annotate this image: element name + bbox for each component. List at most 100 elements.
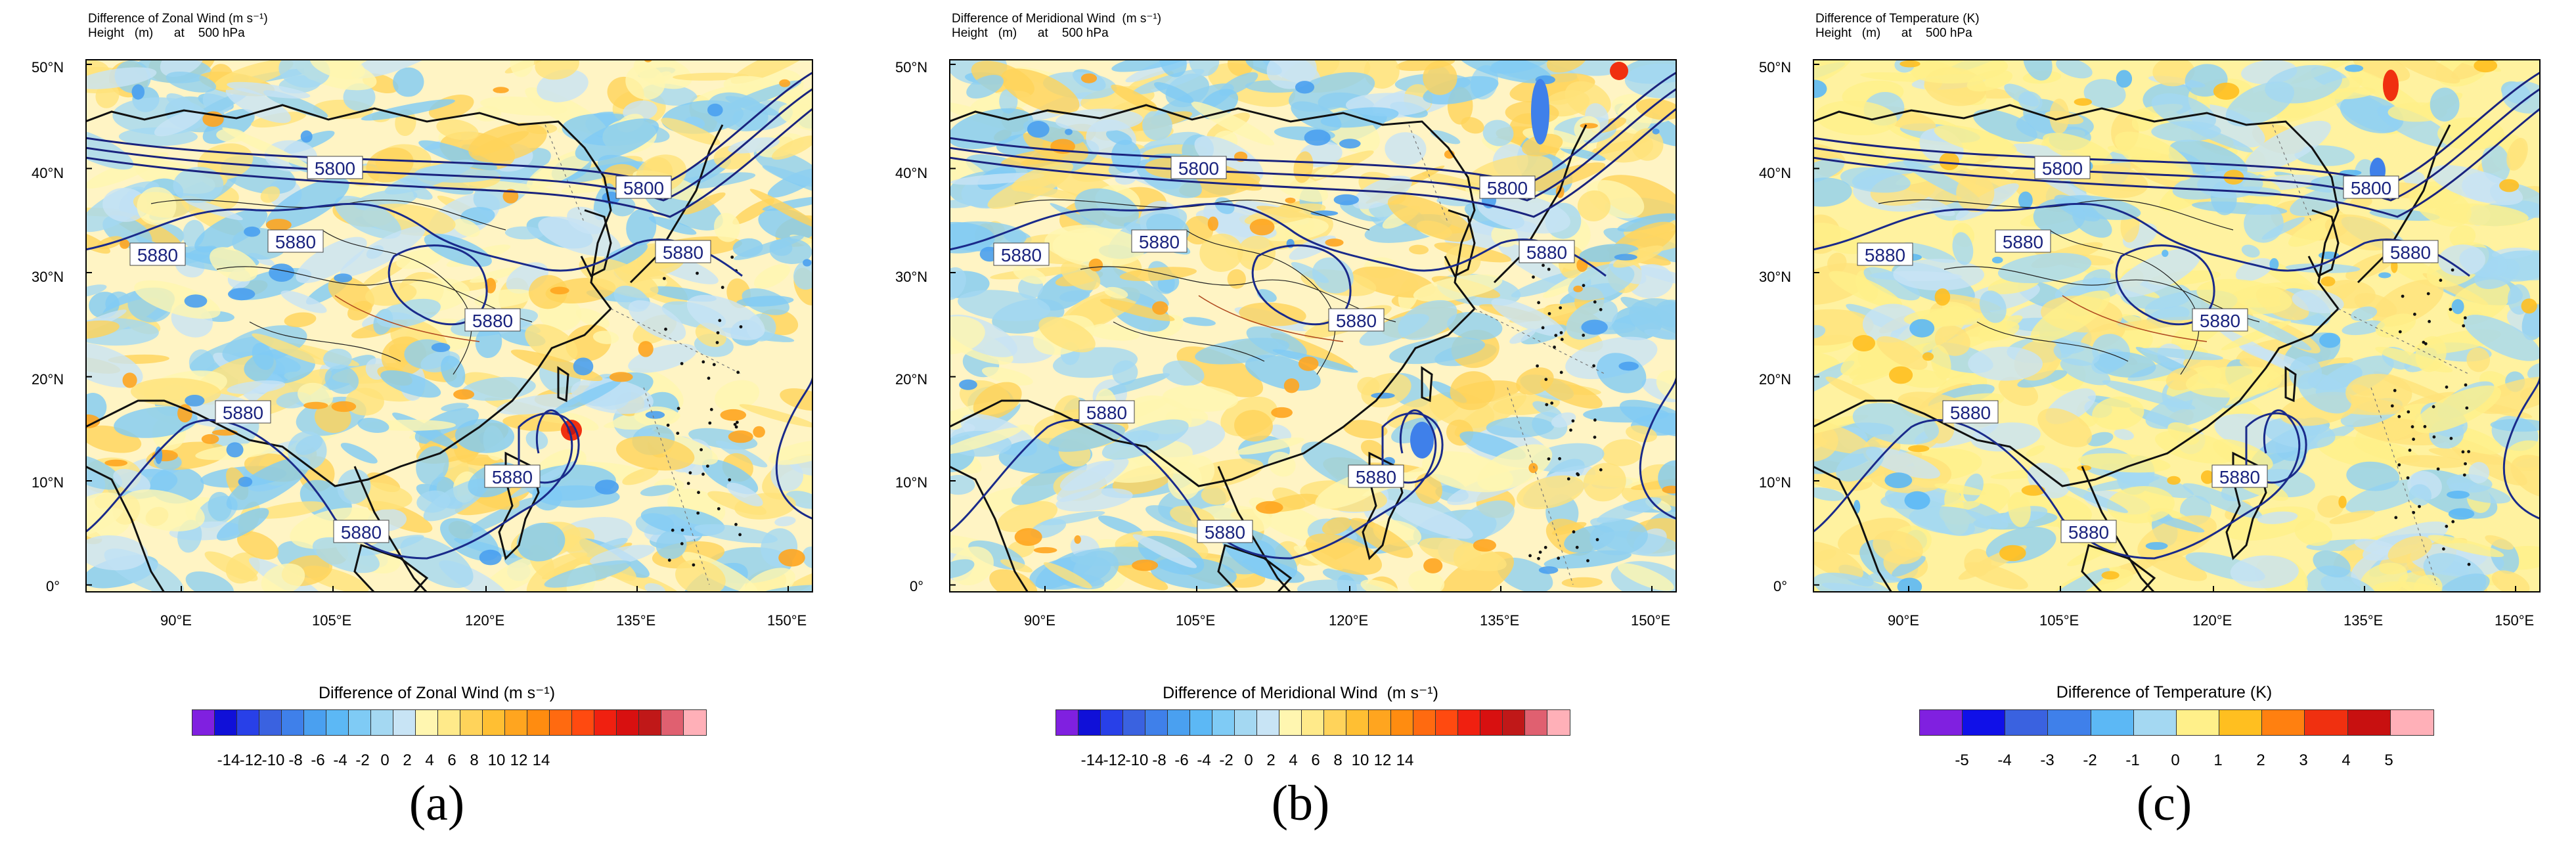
shaded-anomaly [1573, 285, 1583, 292]
map-title: Difference of Temperature (K) [1815, 12, 1980, 26]
island-dot [2424, 342, 2428, 346]
shaded-anomaly [393, 67, 424, 97]
colorbar-swatch [1168, 710, 1190, 735]
shaded-anomaly [120, 239, 130, 249]
shaded-anomaly [2319, 332, 2341, 348]
shaded-anomaly [1298, 356, 1319, 371]
shaded-anomaly [1813, 158, 1845, 185]
island-dot [712, 363, 716, 367]
svg-text:5880: 5880 [1086, 403, 1127, 423]
island-dot [680, 542, 684, 546]
shaded-anomaly [628, 300, 686, 341]
island-dot [1538, 550, 1542, 554]
shaded-anomaly [950, 173, 1045, 185]
shaded-anomaly [780, 388, 813, 411]
shaded-anomaly [2230, 555, 2299, 589]
shaded-anomaly [266, 219, 292, 231]
contour-label: 5880 [333, 520, 389, 543]
shaded-anomaly [550, 286, 569, 295]
island-dot [1558, 457, 1561, 460]
colorbar-swatch [1346, 710, 1369, 735]
shaded-anomaly [1813, 487, 1845, 501]
height-contour-5880 [949, 202, 1607, 277]
shaded-anomaly [1965, 562, 2028, 590]
shaded-anomaly [1973, 109, 2038, 143]
shaded-anomaly [1516, 367, 1554, 395]
colorbar-tick: -4 [1997, 751, 2012, 769]
shaded-anomaly [376, 298, 441, 328]
shaded-anomaly [1966, 70, 2013, 92]
shaded-anomaly [1115, 172, 1136, 185]
contour-label: 5800 [1170, 156, 1227, 179]
map-title: Difference of Zonal Wind (m s⁻¹) [88, 12, 268, 26]
shaded-anomaly [85, 67, 157, 89]
shaded-anomaly [661, 118, 721, 145]
island-dot [1557, 556, 1561, 560]
colorbar-swatch [2176, 710, 2220, 735]
shaded-anomaly [2276, 76, 2363, 123]
shaded-anomaly [228, 288, 255, 301]
colorbar-swatch [1235, 710, 1257, 735]
shaded-anomaly [166, 71, 217, 93]
shaded-anomaly [2466, 347, 2491, 372]
shaded-anomaly [1862, 303, 1920, 343]
shaded-anomaly [208, 491, 232, 522]
shaded-anomaly [1325, 238, 1344, 247]
lon-label: 105°E [2039, 612, 2079, 629]
island-dot [2407, 410, 2410, 414]
shaded-anomaly [2114, 131, 2193, 181]
colorbar-tick: -2 [355, 751, 370, 769]
shaded-anomaly [334, 196, 401, 239]
island-dot [2432, 435, 2436, 439]
colorbar-swatch [2219, 710, 2263, 735]
shaded-anomaly [579, 257, 659, 298]
island-dot [2445, 385, 2449, 389]
shaded-anomaly [1652, 128, 1660, 135]
height-contour-5800 [1813, 71, 2541, 185]
shaded-anomaly [1013, 265, 1046, 284]
shaded-anomaly [365, 282, 417, 306]
shaded-anomaly [472, 131, 529, 156]
shaded-anomaly [436, 119, 479, 141]
shaded-anomaly [2078, 453, 2171, 473]
colorbar-tick: -14 [1080, 751, 1104, 769]
shaded-anomaly [2074, 98, 2092, 106]
island-dot [706, 464, 709, 468]
shaded-anomaly [1813, 309, 1874, 346]
shaded-anomaly [323, 348, 352, 369]
shaded-anomaly [1601, 439, 1643, 466]
shaded-anomaly [2490, 418, 2541, 432]
height-contour-5880 [85, 409, 573, 560]
contour-label: 5880 [993, 242, 1050, 266]
shaded-anomaly [2387, 535, 2432, 564]
island-dot [715, 341, 719, 344]
shaded-anomaly [1450, 371, 1496, 411]
svg-text:5880: 5880 [2068, 522, 2109, 543]
colorbar-swatch [237, 710, 259, 735]
colorbar-tick: -14 [217, 751, 240, 769]
shaded-anomaly [2212, 439, 2273, 471]
shaded-anomaly [2167, 422, 2200, 445]
colorbar-swatch [1302, 710, 1324, 735]
anomaly-peak [1410, 422, 1434, 459]
shaded-anomaly [1227, 269, 1247, 289]
shaded-anomaly [1491, 298, 1565, 337]
contour-label: 5880 [484, 464, 541, 488]
shaded-anomaly [2294, 520, 2332, 546]
colorbar-swatch [192, 710, 215, 735]
shaded-anomaly [479, 549, 502, 566]
shaded-anomaly [1065, 129, 1073, 135]
svg-text:5880: 5880 [2200, 311, 2240, 331]
shaded-anomaly [1339, 139, 1361, 149]
island-dot [709, 408, 713, 411]
coastline [949, 465, 1029, 593]
shaded-anomaly [2409, 484, 2432, 506]
colorbar-swatch [1101, 710, 1123, 735]
shaded-anomaly [2008, 491, 2031, 527]
island-dot [686, 481, 690, 485]
colorbar-title: Difference of Temperature (K) [2056, 683, 2273, 702]
shaded-anomaly [2026, 445, 2045, 457]
colorbar-swatch [594, 710, 617, 735]
shaded-anomaly [2499, 179, 2520, 192]
shaded-anomaly [966, 75, 1004, 99]
